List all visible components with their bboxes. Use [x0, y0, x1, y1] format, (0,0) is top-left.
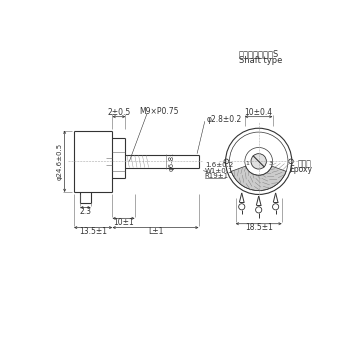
Text: M9×P0.75: M9×P0.75	[139, 107, 178, 116]
Text: 2.3: 2.3	[79, 207, 91, 216]
Text: L±1: L±1	[148, 227, 163, 236]
Text: W1±0.1: W1±0.1	[205, 168, 233, 174]
Text: 10±1: 10±1	[113, 218, 134, 227]
Text: φ24.6±0.5: φ24.6±0.5	[57, 143, 63, 180]
Text: 18.5±1: 18.5±1	[245, 223, 273, 232]
Text: R19±1: R19±1	[205, 173, 229, 179]
Text: 接着剤: 接着剤	[298, 159, 312, 168]
Text: φ6-8₁: φ6-8₁	[169, 152, 175, 171]
Circle shape	[251, 154, 266, 169]
Text: 1.6±0.2: 1.6±0.2	[205, 162, 233, 168]
Text: 13.5±1: 13.5±1	[79, 227, 107, 236]
Text: 2±0.5: 2±0.5	[107, 107, 131, 117]
Text: 1: 1	[245, 161, 249, 166]
Wedge shape	[231, 166, 286, 191]
Text: Shaft type: Shaft type	[239, 56, 282, 65]
Text: シャフト形状：S: シャフト形状：S	[239, 49, 279, 58]
Text: 3: 3	[268, 161, 272, 166]
Text: 10±0.4: 10±0.4	[245, 108, 273, 117]
Text: Epoxy: Epoxy	[289, 165, 312, 174]
Text: φ2.8±0.2: φ2.8±0.2	[206, 115, 242, 124]
